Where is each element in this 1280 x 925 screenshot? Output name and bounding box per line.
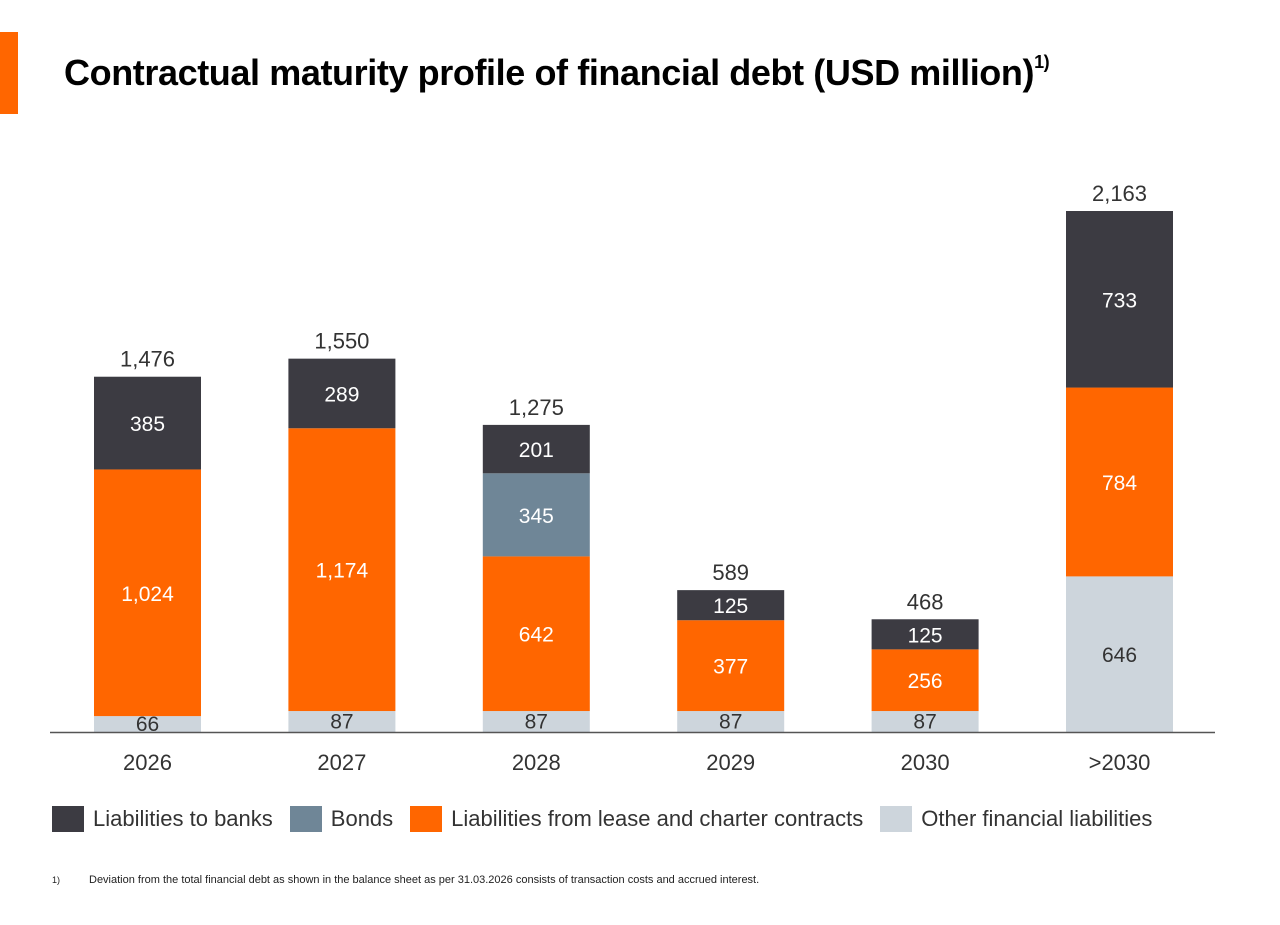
bar-segment-liabilities-to-banks bbox=[871, 619, 979, 650]
bar-segment-other-financial-liabilities bbox=[871, 711, 979, 732]
data-label-other-financial-liabilities: 87 bbox=[330, 711, 353, 734]
legend-swatch-bonds bbox=[289, 806, 322, 832]
bar-segment-bonds bbox=[482, 473, 590, 557]
x-tick-label: 2027 bbox=[317, 750, 366, 775]
data-label-other-financial-liabilities: 66 bbox=[136, 713, 159, 736]
bar-segment-liabilities-to-banks bbox=[288, 358, 396, 429]
page-title-footnote-marker: 1) bbox=[1034, 52, 1050, 72]
legend-item-bonds: Bonds bbox=[289, 806, 394, 832]
page-title: Contractual maturity profile of financia… bbox=[64, 52, 1050, 94]
legend-label-lease-and-charter: Liabilities from lease and charter contr… bbox=[451, 806, 864, 831]
data-label-liabilities-to-banks: 733 bbox=[1102, 289, 1137, 312]
data-label-other-financial-liabilities: 87 bbox=[913, 711, 936, 734]
footnote: 1) Deviation from the total financial deb… bbox=[52, 874, 759, 886]
legend-label-liabilities-to-banks: Liabilities to banks bbox=[93, 806, 273, 831]
footnote-marker: 1) bbox=[52, 875, 61, 885]
data-label-liabilities-to-banks: 385 bbox=[130, 413, 165, 436]
stacked-bar-chart: 66 1,024 385 1,476 2026 87 1,174 289 1,550 2027 87… bbox=[50, 181, 1215, 775]
bar-segment-other-financial-liabilities bbox=[677, 711, 785, 732]
bar-segment-liabilities-from-lease-and-charter-contracts bbox=[482, 556, 590, 712]
bar-segment-other-financial-liabilities bbox=[482, 711, 590, 732]
data-label-liabilities-to-banks: 125 bbox=[908, 624, 943, 647]
bar-segment-liabilities-to-banks bbox=[94, 376, 201, 470]
x-tick-label: 2029 bbox=[706, 750, 755, 775]
data-label-liabilities-from-lease-and-charter-contracts: 642 bbox=[519, 624, 554, 647]
total-label: 1,275 bbox=[509, 395, 564, 420]
legend-swatch-other-financial-liabilities bbox=[880, 806, 913, 832]
data-label-other-financial-liabilities: 87 bbox=[719, 711, 742, 734]
bar-segment-other-financial-liabilities bbox=[1066, 576, 1173, 732]
legend-item-liabilities-to-banks: Liabilities to banks bbox=[52, 806, 273, 832]
bar-segment-other-financial-liabilities bbox=[288, 711, 396, 732]
data-label-liabilities-from-lease-and-charter-contracts: 1,174 bbox=[316, 560, 369, 583]
legend-label-bonds: Bonds bbox=[330, 806, 394, 831]
data-label-liabilities-from-lease-and-charter-contracts: 377 bbox=[713, 656, 748, 679]
legend-label-other-financial-liabilities: Other financial liabilities bbox=[921, 806, 1153, 831]
x-tick-label: 2028 bbox=[512, 750, 561, 775]
data-label-liabilities-from-lease-and-charter-contracts: 1,024 bbox=[121, 583, 174, 606]
bar-segment-liabilities-from-lease-and-charter-contracts bbox=[677, 620, 785, 712]
bar-segment-liabilities-to-banks bbox=[677, 590, 785, 621]
total-label: 589 bbox=[712, 560, 749, 585]
bar-segment-liabilities-from-lease-and-charter-contracts bbox=[871, 649, 979, 712]
x-tick-label: >2030 bbox=[1089, 750, 1151, 775]
accent-bar bbox=[0, 32, 18, 114]
total-label: 1,550 bbox=[314, 329, 369, 354]
legend-swatch-liabilities-to-banks bbox=[52, 806, 84, 832]
x-tick-label: 2026 bbox=[123, 750, 172, 775]
total-label: 2,163 bbox=[1092, 181, 1147, 206]
legend-item-other-financial-liabilities: Other financial liabilities bbox=[880, 806, 1152, 832]
page-title-text: Contractual maturity profile of financia… bbox=[64, 52, 1035, 93]
bar-segment-other-financial-liabilities bbox=[94, 716, 201, 732]
data-label-liabilities-to-banks: 289 bbox=[324, 383, 359, 406]
data-label-other-financial-liabilities: 87 bbox=[525, 711, 548, 734]
data-label-liabilities-to-banks: 125 bbox=[713, 595, 748, 618]
bar-segment-liabilities-from-lease-and-charter-contracts bbox=[1066, 387, 1173, 577]
bar-segment-liabilities-from-lease-and-charter-contracts bbox=[94, 469, 201, 717]
footnote-text: Deviation from the total financial debt … bbox=[89, 874, 760, 886]
bar-segment-liabilities-to-banks bbox=[482, 424, 590, 474]
data-label-liabilities-to-banks: 201 bbox=[519, 439, 554, 462]
data-label-liabilities-from-lease-and-charter-contracts: 256 bbox=[908, 670, 943, 693]
legend-item-lease-and-charter: Liabilities from lease and charter contr… bbox=[410, 806, 863, 832]
chart-legend: Liabilities to banks Bonds Liabilities f… bbox=[52, 806, 1169, 832]
data-label-other-financial-liabilities: 646 bbox=[1102, 644, 1137, 667]
data-label-liabilities-from-lease-and-charter-contracts: 784 bbox=[1102, 472, 1137, 495]
total-label: 1,476 bbox=[120, 346, 175, 371]
legend-swatch-lease-and-charter bbox=[410, 806, 443, 832]
data-label-bonds: 345 bbox=[519, 505, 554, 528]
bar-segment-liabilities-to-banks bbox=[1066, 211, 1173, 388]
bar-segment-liabilities-from-lease-and-charter-contracts bbox=[288, 428, 396, 712]
total-label: 468 bbox=[907, 589, 944, 614]
x-tick-label: 2030 bbox=[901, 750, 950, 775]
